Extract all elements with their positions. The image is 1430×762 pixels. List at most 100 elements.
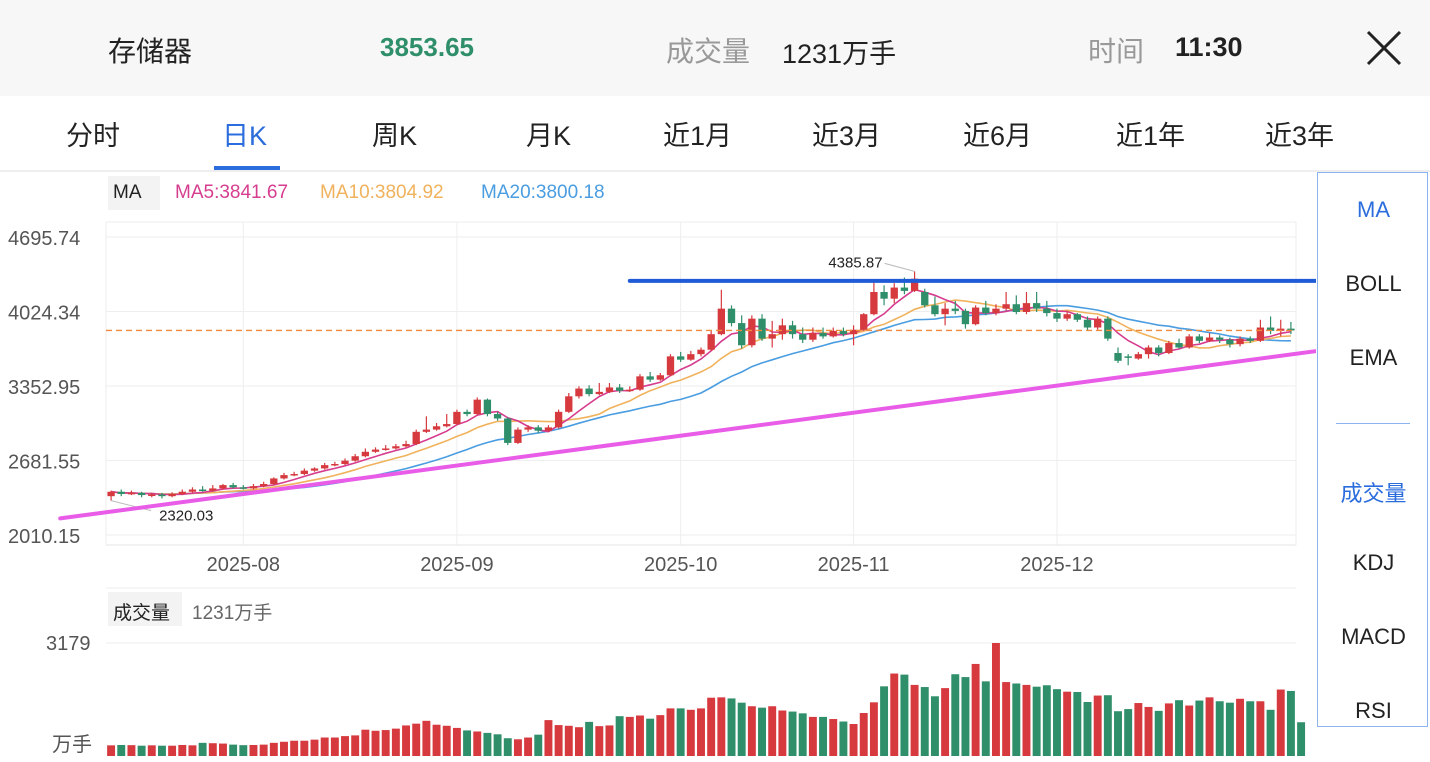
volume-bar: [107, 745, 116, 756]
volume-bar: [1053, 689, 1061, 756]
y-tick-label: 4695.74: [8, 228, 80, 250]
time-value: 11:30: [1175, 32, 1243, 62]
volume-bar: [452, 727, 461, 756]
tab-weekly-k[interactable]: 周K: [372, 121, 418, 151]
volume-bar: [788, 711, 797, 756]
candle-body: [534, 427, 542, 431]
candle-body: [219, 485, 227, 489]
volume-bar: [320, 737, 329, 756]
volume-bar: [351, 735, 360, 756]
volume-bar: [686, 709, 695, 756]
candle-body: [1022, 303, 1031, 312]
x-tick-label: 2025-12: [1020, 554, 1093, 576]
quote-header: 存储器 3853.65 成交量 1231万手 时间 11:30: [0, 0, 1430, 96]
time-label: 时间: [1088, 36, 1145, 67]
tab-intraday[interactable]: 分时: [66, 121, 120, 151]
volume-bar: [1286, 690, 1295, 756]
candle-body: [402, 444, 410, 447]
indicator-ma[interactable]: MA: [1357, 197, 1390, 222]
volume-bar: [808, 716, 817, 756]
candle-body: [1216, 337, 1224, 340]
candle-body: [768, 334, 776, 339]
candle-body: [514, 429, 522, 443]
volume-bar: [269, 742, 278, 756]
volume-bar: [208, 743, 217, 756]
volume-bar: [259, 744, 268, 756]
volume-bar: [1032, 686, 1041, 756]
candle-body: [758, 318, 766, 339]
candle-body: [748, 318, 756, 346]
tab-6-months[interactable]: 近6月: [963, 121, 1033, 151]
candle-body: [880, 292, 888, 299]
volume-bar: [880, 686, 889, 756]
candle-body: [422, 429, 431, 432]
tab-daily-k[interactable]: 日K: [222, 121, 268, 151]
candle-body: [270, 478, 278, 484]
volume-bar: [1246, 701, 1255, 756]
candle-body: [1287, 328, 1295, 331]
candle-body: [158, 494, 166, 497]
volume-bar: [463, 730, 472, 756]
volume-bar: [1124, 709, 1133, 756]
volume-bar: [910, 684, 919, 756]
candle-body: [1114, 353, 1122, 361]
tab-3-months[interactable]: 近3月: [812, 121, 882, 151]
volume-bar: [422, 720, 431, 756]
candle-body: [951, 308, 959, 311]
volume-bar: [778, 710, 787, 756]
index-name: 存储器: [108, 36, 193, 67]
indicator-volume[interactable]: 成交量: [1340, 481, 1407, 506]
volume-max-label: 3179: [46, 633, 91, 655]
indicator-separator: [1336, 423, 1410, 424]
volume-bar: [819, 716, 828, 756]
kline-chart[interactable]: 4695.74 4024.34 3352.95 2681.55 2010.15 2025-…: [0, 172, 1316, 762]
tab-monthly-k[interactable]: 月K: [526, 121, 572, 151]
volume-unit-label: 万手: [52, 733, 92, 756]
volume-bar: [981, 681, 990, 756]
tab-1-year[interactable]: 近1年: [1116, 121, 1186, 151]
candle-body: [676, 356, 685, 360]
ma-tag: MA: [113, 182, 142, 203]
volume-bar: [513, 739, 522, 756]
volume-bar: [890, 673, 899, 756]
volume-bar: [727, 698, 736, 756]
volume-bar: [198, 742, 207, 756]
volume-bar: [737, 702, 746, 756]
candle-body: [1032, 303, 1041, 309]
volume-bar: [381, 730, 390, 756]
volume-bar: [768, 706, 777, 756]
candle-body: [127, 492, 136, 495]
volume-bar: [534, 734, 543, 756]
tab-1-month[interactable]: 近1月: [663, 121, 733, 151]
tab-3-years[interactable]: 近3年: [1265, 121, 1335, 151]
candle-body: [382, 448, 390, 450]
candle-body: [1195, 336, 1204, 341]
candle-body: [1063, 314, 1071, 319]
volume-bar: [229, 744, 238, 756]
volume-bar: [432, 724, 441, 756]
current-price: 3853.65: [380, 32, 474, 62]
candle-body: [1175, 343, 1183, 348]
max-price-label: 4385.87: [828, 254, 882, 271]
volume-bar: [869, 702, 878, 756]
volume-bar: [168, 745, 177, 756]
volume-tag-box: [108, 592, 182, 626]
volume-bar: [585, 721, 594, 756]
candle-body: [687, 354, 695, 360]
close-icon[interactable]: [1364, 28, 1404, 68]
volume-bar: [849, 724, 858, 756]
indicator-macd[interactable]: MACD: [1341, 624, 1406, 649]
volume-bar: [1114, 711, 1122, 756]
volume-bar: [1022, 684, 1031, 756]
indicator-rsi[interactable]: RSI: [1355, 698, 1392, 723]
candle-body: [1124, 356, 1132, 358]
indicator-kdj[interactable]: KDJ: [1352, 550, 1395, 575]
volume-bar: [1083, 701, 1092, 756]
volume-bar: [564, 725, 573, 756]
candle-body: [229, 485, 237, 488]
volume-bar: [1236, 698, 1245, 756]
candle-body: [788, 325, 797, 335]
indicator-ema[interactable]: EMA: [1349, 345, 1398, 370]
volume-bar: [218, 743, 227, 756]
indicator-boll[interactable]: BOLL: [1345, 271, 1402, 296]
